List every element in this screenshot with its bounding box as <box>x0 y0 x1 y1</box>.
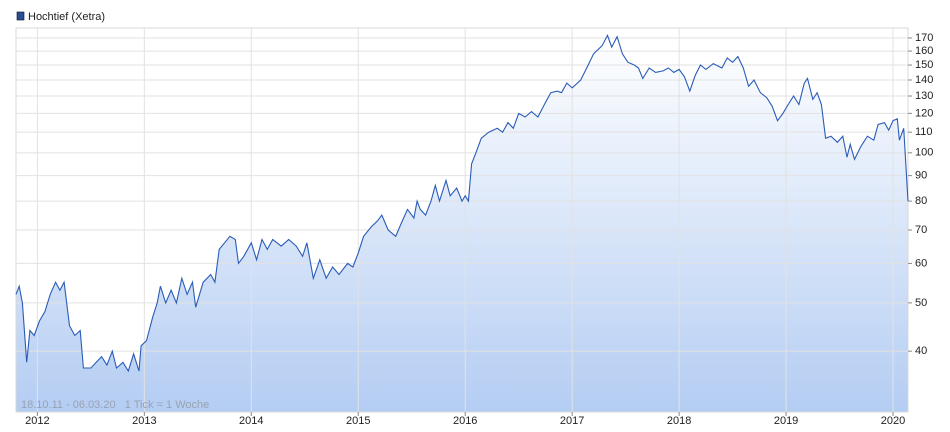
x-tick-label: 2018 <box>667 415 691 427</box>
x-tick-label: 2015 <box>346 415 370 427</box>
area-fill <box>16 35 908 413</box>
y-tick-label: 140 <box>915 74 933 86</box>
y-tick-label: 150 <box>915 59 933 71</box>
x-tick-label: 2012 <box>25 415 49 427</box>
y-tick-label: 120 <box>915 107 933 119</box>
y-tick-label: 80 <box>915 195 927 207</box>
legend-swatch <box>16 11 25 21</box>
y-tick-label: 130 <box>915 90 933 102</box>
x-tick-label: 2020 <box>881 415 905 427</box>
plot-frame <box>15 27 909 413</box>
x-tick-label: 2013 <box>132 415 156 427</box>
x-tick-label: 2016 <box>453 415 477 427</box>
y-tick-label: 50 <box>915 297 927 309</box>
y-tick-label: 60 <box>915 257 927 269</box>
y-tick-label: 40 <box>915 345 927 357</box>
range-note: 18.10.11 - 06.03.20 1 Tick = 1 Woche <box>21 399 209 411</box>
x-tick-label: 2014 <box>239 415 263 427</box>
y-tick-label: 70 <box>915 224 927 236</box>
y-tick-label: 110 <box>915 126 933 138</box>
y-tick-label: 90 <box>915 170 927 182</box>
legend-label: Hochtief (Xetra) <box>28 11 105 23</box>
y-tick-label: 100 <box>915 147 933 159</box>
x-tick-label: 2019 <box>774 415 798 427</box>
y-tick-label: 170 <box>915 32 933 44</box>
price-line <box>15 34 909 373</box>
x-tick-label: 2017 <box>560 415 584 427</box>
y-tick-label: 160 <box>915 45 933 57</box>
